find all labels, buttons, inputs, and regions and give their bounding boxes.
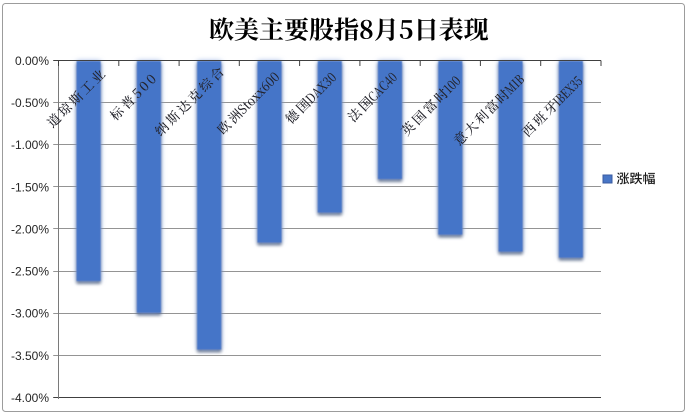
svg-text:-3.00%: -3.00%	[11, 307, 49, 321]
svg-text:-0.50%: -0.50%	[11, 96, 49, 110]
svg-text:-4.00%: -4.00%	[11, 391, 49, 405]
svg-text:-1.50%: -1.50%	[11, 180, 49, 194]
svg-text:-1.00%: -1.00%	[11, 138, 49, 152]
svg-text:-3.50%: -3.50%	[11, 349, 49, 363]
svg-text:0.00%: 0.00%	[15, 54, 49, 68]
svg-text:-2.50%: -2.50%	[11, 265, 49, 279]
svg-text:-2.00%: -2.00%	[11, 222, 49, 236]
